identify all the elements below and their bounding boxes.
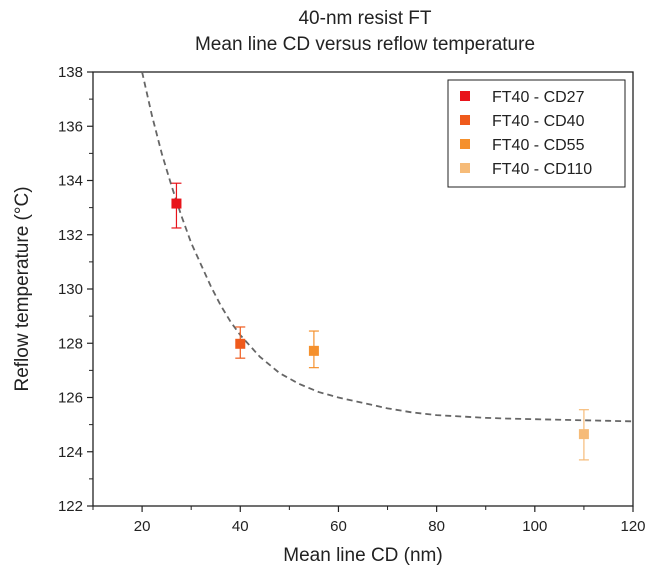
y-tick-label-6: 134 (58, 173, 83, 190)
y-axis-label: Reflow temperature (°C) (12, 186, 33, 391)
legend-box (447, 79, 626, 188)
legend: FT40 - CD27 FT40 - CD40 FT40 - CD55 FT40 - … (447, 79, 626, 188)
legend-label-0: FT40 - CD27 (492, 89, 585, 106)
y-tick-label-5: 132 (58, 227, 83, 244)
data-points (171, 182, 589, 461)
x-tick-label-3: 80 (428, 518, 445, 535)
y-tick-label-2: 126 (58, 390, 83, 407)
legend-marker-1 (460, 115, 470, 125)
x-tick-label-4: 100 (522, 518, 547, 535)
legend-marker-0 (460, 91, 470, 101)
legend-label-3: FT40 - CD110 (492, 161, 592, 178)
chart-title: 40-nm resist FT (298, 8, 431, 29)
x-tick-label-0: 20 (134, 518, 151, 535)
y-tick-label-8: 138 (58, 64, 83, 81)
y-tick-label-7: 136 (58, 118, 83, 135)
legend-label-1: FT40 - CD40 (492, 113, 585, 130)
marker-3 (578, 429, 589, 440)
x-tick-label-2: 60 (330, 518, 347, 535)
legend-label-2: FT40 - CD55 (492, 137, 585, 154)
y-tick-label-4: 130 (58, 281, 83, 298)
y-tick-label-0: 122 (58, 498, 83, 515)
y-tick-label-1: 124 (58, 444, 83, 461)
data-point-2 (308, 330, 319, 369)
x-tick-label-5: 120 (620, 518, 645, 535)
marker-0 (171, 198, 182, 209)
legend-marker-3 (460, 163, 470, 173)
data-point-0 (171, 182, 182, 229)
data-point-1 (235, 326, 246, 359)
fit-curve (141, 71, 634, 423)
marker-1 (235, 338, 246, 349)
marker-2 (308, 345, 319, 356)
chart-subtitle: Mean line CD versus reflow temperature (195, 34, 535, 55)
y-axis: 122 124 126 128 130 132 134 136 138 (58, 64, 93, 515)
x-axis: 20 40 60 80 100 120 (92, 506, 646, 535)
y-tick-label-3: 128 (58, 335, 83, 352)
data-point-3 (578, 409, 589, 461)
x-axis-label: Mean line CD (nm) (283, 545, 442, 566)
legend-marker-2 (460, 139, 470, 149)
plot-area (141, 71, 634, 423)
x-tick-label-1: 40 (232, 518, 249, 535)
